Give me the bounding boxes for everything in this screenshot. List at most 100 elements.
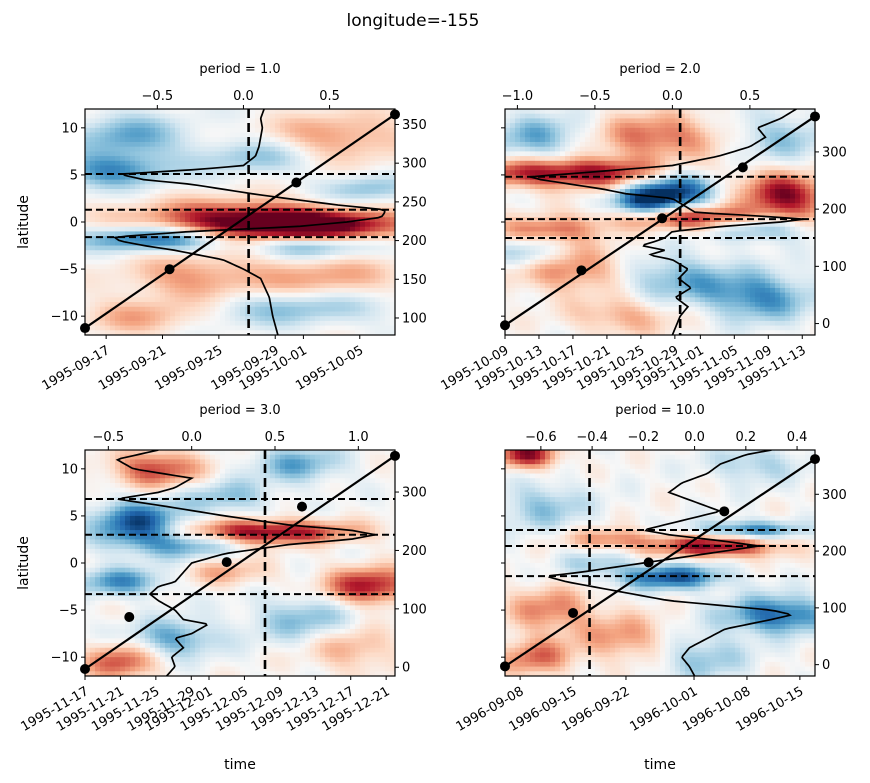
- heatmap-cell: [145, 207, 151, 214]
- heatmap-cell: [620, 170, 626, 176]
- heatmap-cell: [250, 160, 256, 167]
- heatmap-cell: [580, 193, 586, 200]
- heatmap-cell: [160, 184, 166, 190]
- heatmap-cell: [280, 269, 286, 275]
- heatmap-cell: [120, 292, 126, 298]
- heatmap-cell: [505, 141, 511, 148]
- heatmap-cell: [550, 151, 556, 157]
- heatmap-cell: [135, 207, 141, 214]
- heatmap-cell: [385, 127, 391, 134]
- heatmap-cell: [190, 311, 196, 317]
- heatmap-cell: [700, 179, 706, 185]
- heatmap-cell: [135, 165, 141, 171]
- heatmap-cell: [645, 203, 651, 209]
- heatmap-cell: [515, 132, 521, 138]
- heatmap-cell: [265, 278, 271, 284]
- heatmap-cell: [105, 330, 111, 335]
- heatmap-cell: [535, 174, 541, 181]
- heatmap-cell: [585, 132, 591, 138]
- heatmap-cell: [600, 137, 606, 143]
- heatmap-cell: [535, 236, 541, 242]
- heatmap-cell: [690, 193, 696, 200]
- heatmap-cell: [700, 250, 706, 256]
- heatmap-cell: [555, 189, 561, 195]
- heatmap-cell: [260, 292, 266, 298]
- heatmap-cell: [355, 160, 361, 167]
- heatmap-cell: [585, 207, 591, 214]
- heatmap-cell: [95, 292, 101, 298]
- heatmap-cell: [385, 250, 391, 256]
- heatmap-cell: [130, 273, 136, 280]
- heatmap-cell: [520, 137, 526, 143]
- heatmap-cell: [615, 179, 621, 185]
- heatmap-cell: [660, 240, 666, 247]
- heatmap-cell: [135, 137, 141, 143]
- heatmap-cell: [580, 212, 586, 218]
- heatmap-cell: [375, 311, 381, 317]
- heatmap-cell: [125, 137, 131, 143]
- heatmap-cell: [670, 245, 676, 251]
- heatmap-cell: [705, 132, 711, 138]
- heatmap-cell: [275, 231, 281, 237]
- heatmap-cell: [535, 137, 541, 143]
- heatmap-cell: [290, 141, 296, 148]
- heatmap-cell: [390, 325, 395, 331]
- heatmap-cell: [250, 151, 256, 157]
- heatmap-cell: [135, 217, 141, 223]
- heatmap-cell: [225, 179, 231, 185]
- heatmap-cell: [695, 330, 701, 335]
- heatmap-cell: [330, 254, 336, 261]
- heatmap-cell: [565, 330, 571, 335]
- heatmap-cell: [610, 127, 616, 134]
- heatmap-cell: [680, 146, 686, 152]
- heatmap-cell: [670, 118, 676, 124]
- heatmap-cell: [310, 264, 316, 270]
- heatmap-cell: [605, 127, 611, 134]
- heatmap-cell: [650, 254, 656, 261]
- heatmap-cell: [505, 132, 511, 138]
- heatmap-cell: [200, 207, 206, 214]
- heatmap-cell: [640, 189, 646, 195]
- heatmap-cell: [235, 127, 241, 134]
- heatmap-cell: [695, 170, 701, 176]
- heatmap-cell: [535, 245, 541, 251]
- heatmap-cell: [605, 132, 611, 138]
- heatmap-cell: [315, 212, 321, 218]
- heatmap-cell: [535, 278, 541, 284]
- heatmap-cell: [145, 198, 151, 204]
- heatmap-cell: [665, 297, 671, 303]
- heatmap-cell: [315, 127, 321, 134]
- heatmap-cell: [375, 179, 381, 185]
- heatmap-cell: [230, 283, 236, 289]
- heatmap-cell: [225, 141, 231, 148]
- heatmap-cell: [225, 222, 231, 228]
- heatmap-cell: [520, 316, 526, 322]
- heatmap-cell: [185, 118, 191, 124]
- heatmap-cell: [295, 273, 301, 280]
- heatmap-cell: [600, 212, 606, 218]
- heatmap-cell: [620, 259, 626, 265]
- heatmap-cell: [525, 141, 531, 148]
- heatmap-cell: [230, 311, 236, 317]
- heatmap-cell: [185, 264, 191, 270]
- heatmap-cell: [190, 287, 196, 294]
- heatmap-cell: [110, 302, 116, 308]
- heatmap-cell: [150, 137, 156, 143]
- heatmap-cell: [215, 184, 221, 190]
- heatmap-cell: [365, 189, 371, 195]
- heatmap-cell: [350, 170, 356, 176]
- heatmap-cell: [220, 325, 226, 331]
- heatmap-cell: [205, 254, 211, 261]
- heatmap-cell: [675, 236, 681, 242]
- heatmap-cell: [165, 330, 171, 335]
- heatmap-cell: [95, 198, 101, 204]
- heatmap-cell: [225, 273, 231, 280]
- heatmap-cell: [305, 118, 311, 124]
- heatmap-cell: [615, 207, 621, 214]
- heatmap-cell: [565, 160, 571, 167]
- heatmap-cell: [285, 325, 291, 331]
- heatmap-cell: [160, 212, 166, 218]
- heatmap-cell: [685, 320, 691, 327]
- heatmap-cell: [570, 302, 576, 308]
